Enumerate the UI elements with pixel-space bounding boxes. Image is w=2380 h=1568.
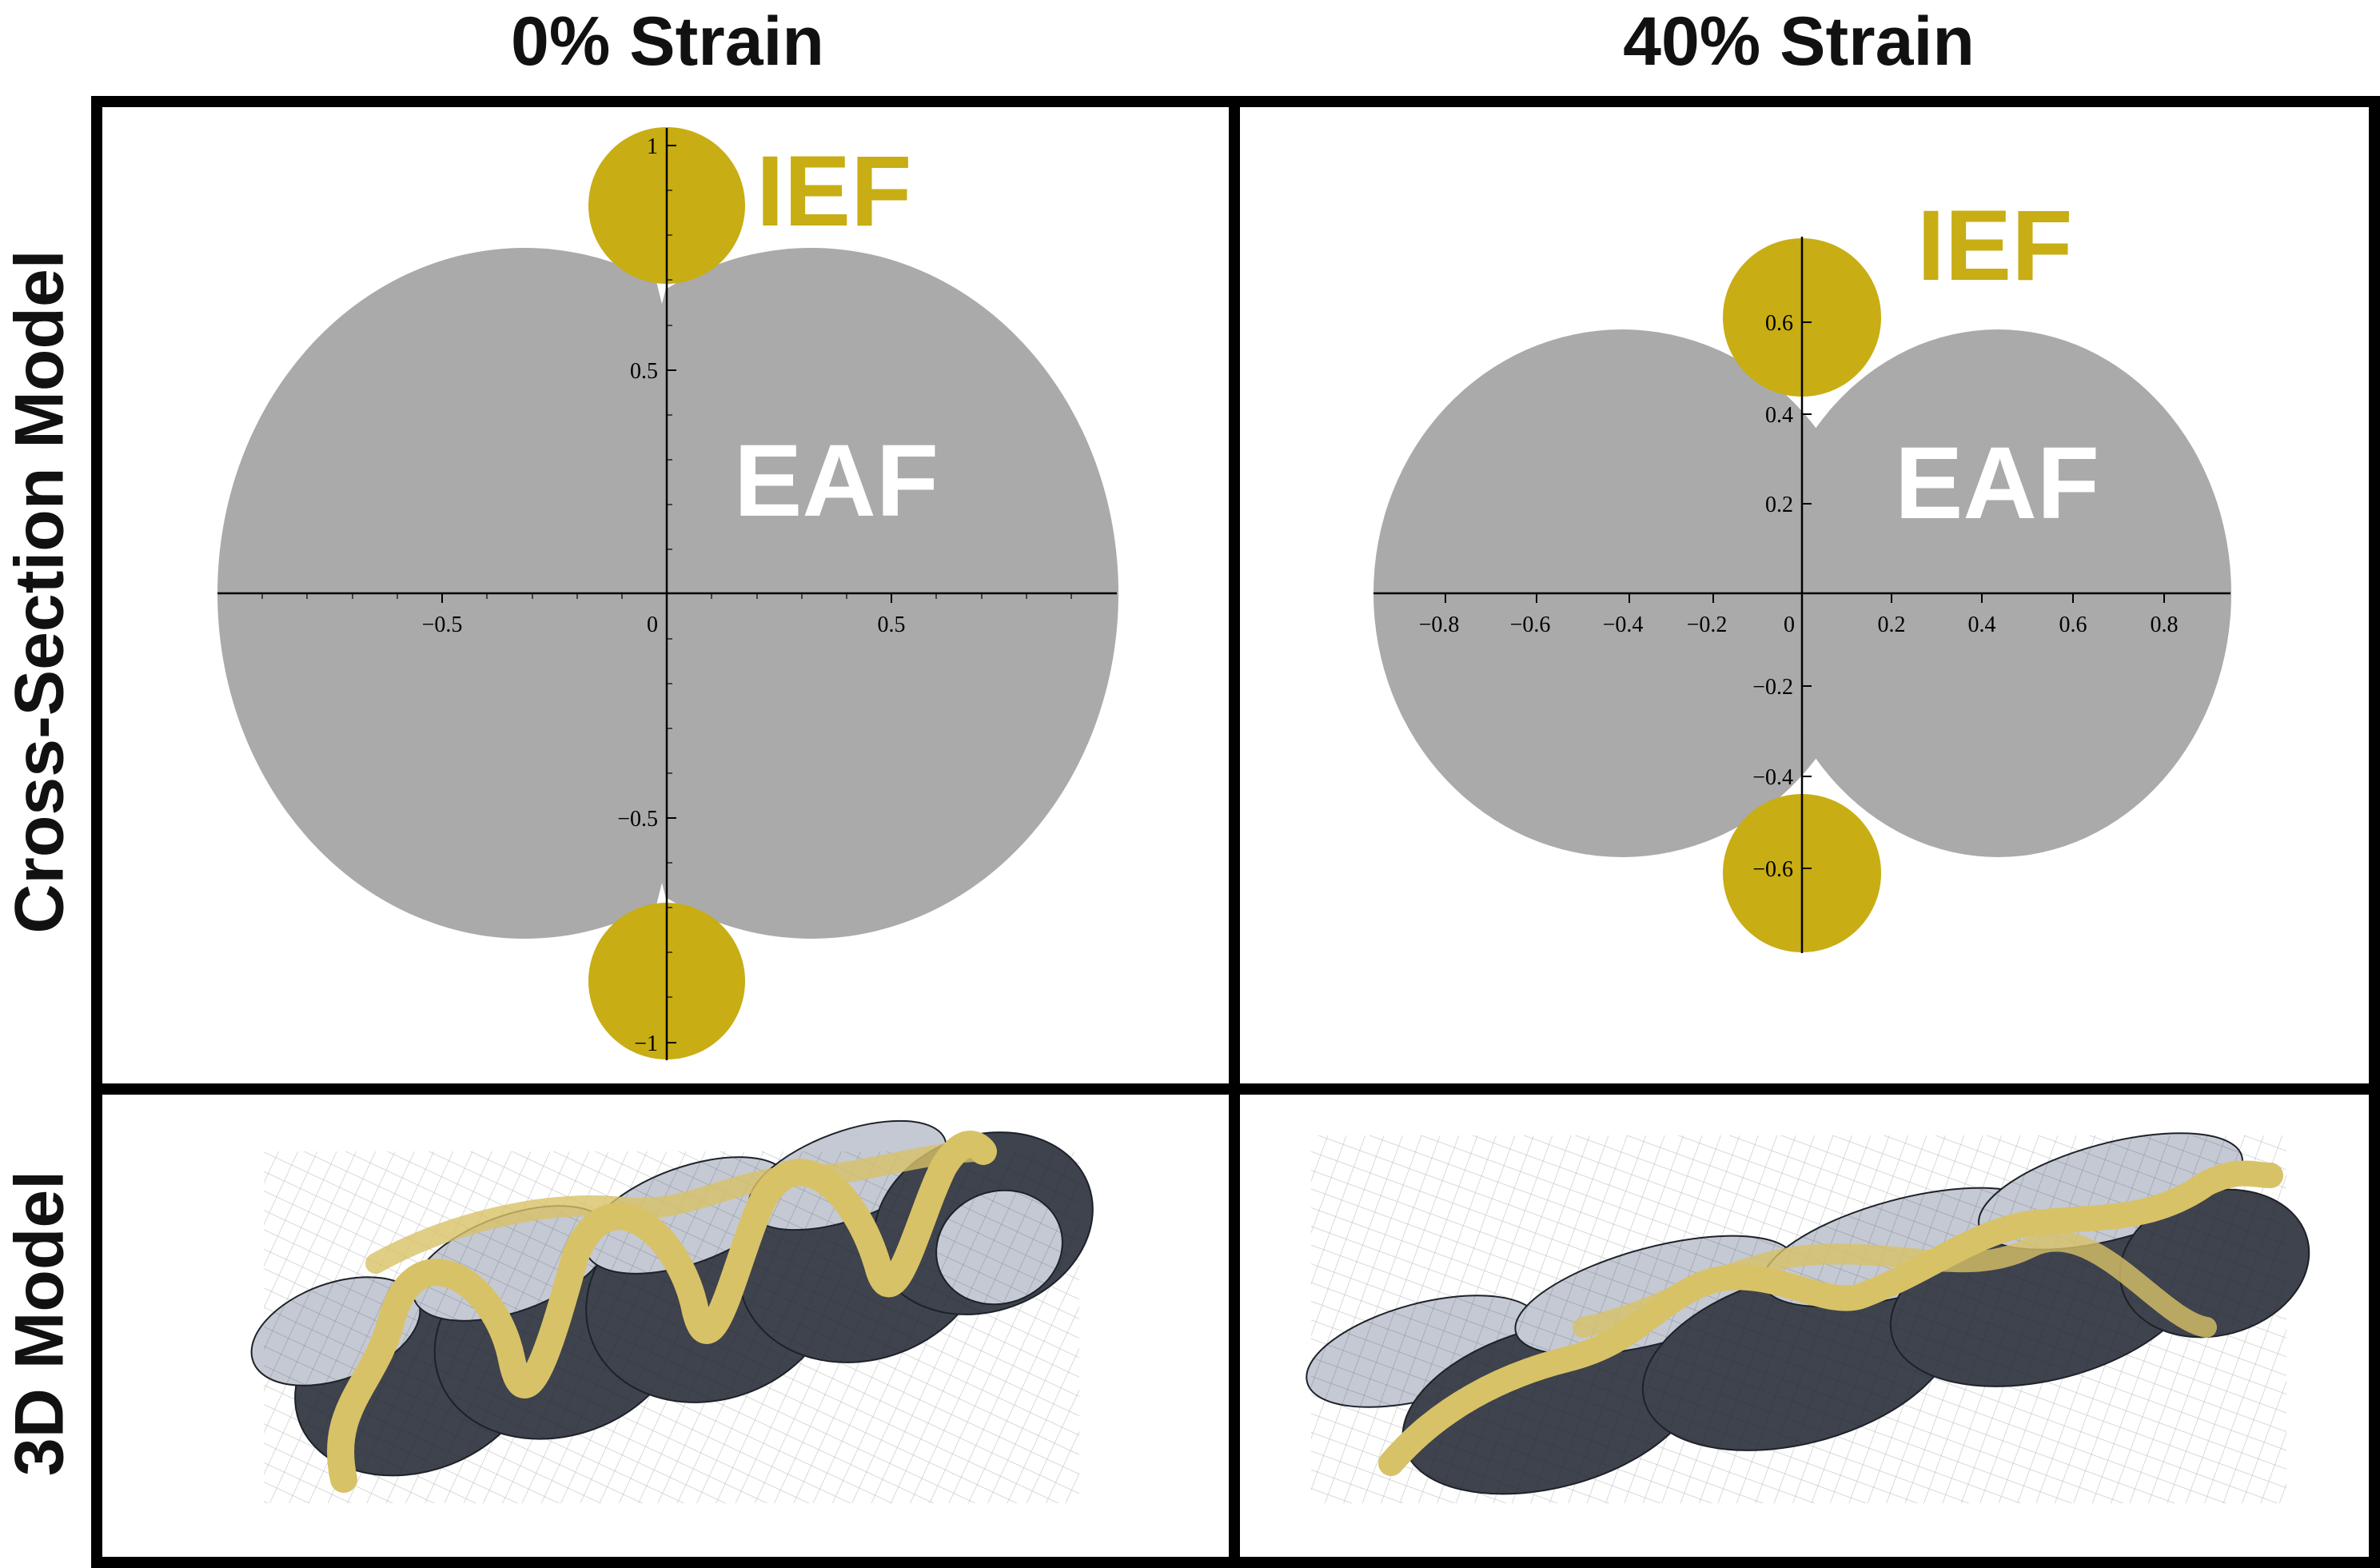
x-tick-label: 0 — [1784, 612, 1795, 637]
eaf-bundle-3d — [1306, 1132, 2310, 1503]
x-tick-label: −0.4 — [1603, 612, 1644, 637]
y-tick-label: −0.6 — [1752, 857, 1793, 882]
y-tick-label: 0.2 — [1765, 493, 1793, 517]
y-tick-label: 0.6 — [1765, 311, 1793, 336]
x-tick-label: −0.2 — [1687, 612, 1728, 637]
y-tick-label: 0.4 — [1765, 403, 1793, 428]
x-tick-label: 0.2 — [1878, 612, 1906, 637]
x-tick-label: −0.8 — [1419, 612, 1460, 637]
y-tick-label: −1 — [634, 1031, 658, 1056]
y-tick-label: −0.2 — [1752, 675, 1793, 700]
x-tick-label: 0.8 — [2151, 612, 2179, 637]
column-title-0-strain: 0% Strain — [511, 3, 824, 80]
x-tick-label: −0.6 — [1510, 612, 1551, 637]
x-tick-label: −0.5 — [422, 612, 463, 637]
ief-helix-3d — [327, 1131, 997, 1493]
y-tick-label: 0.5 — [630, 359, 658, 384]
y-tick-label: −0.5 — [617, 807, 658, 832]
x-tick-label: 0.6 — [2059, 612, 2087, 637]
ief-label: IEF — [756, 136, 911, 247]
ief-helix-3d — [1378, 1160, 2283, 1476]
y-tick-label: 1 — [647, 134, 658, 159]
column-title-40-strain: 40% Strain — [1623, 3, 1975, 80]
x-tick-label: 0.5 — [878, 612, 906, 637]
y-tick-label: −0.4 — [1752, 765, 1793, 790]
eaf-label: EAF — [734, 424, 939, 538]
x-tick-label: 0.4 — [1968, 612, 1996, 637]
x-tick-label: 0 — [647, 612, 658, 637]
ief-label: IEF — [1917, 190, 2072, 301]
eaf-label: EAF — [1895, 426, 2099, 541]
